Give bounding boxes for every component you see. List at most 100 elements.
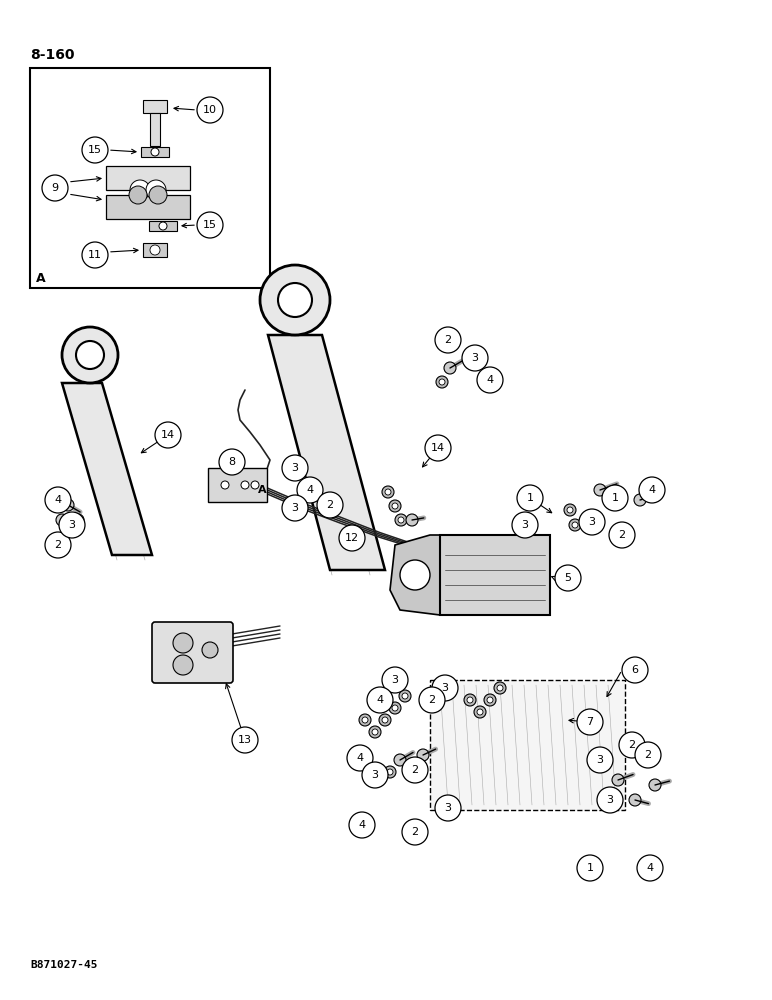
Text: 5: 5 (564, 573, 571, 583)
Circle shape (439, 379, 445, 385)
Circle shape (406, 514, 418, 526)
Circle shape (394, 754, 406, 766)
Text: 6: 6 (631, 665, 638, 675)
Circle shape (555, 565, 581, 591)
Text: 3: 3 (442, 683, 449, 693)
Circle shape (173, 633, 193, 653)
Polygon shape (143, 243, 167, 257)
Text: 2: 2 (411, 827, 418, 837)
Circle shape (400, 560, 430, 590)
Circle shape (435, 795, 461, 821)
Circle shape (487, 697, 493, 703)
Text: 7: 7 (587, 717, 594, 727)
Polygon shape (268, 335, 385, 570)
Circle shape (579, 509, 605, 535)
Circle shape (634, 494, 646, 506)
Text: 3: 3 (445, 803, 452, 813)
Circle shape (367, 687, 393, 713)
Text: 9: 9 (52, 183, 59, 193)
Circle shape (197, 212, 223, 238)
Circle shape (159, 222, 167, 230)
Circle shape (649, 779, 661, 791)
Text: B871027-45: B871027-45 (30, 960, 97, 970)
Circle shape (466, 354, 478, 366)
Text: A: A (36, 272, 46, 285)
Circle shape (564, 504, 576, 516)
Circle shape (372, 729, 378, 735)
Text: 2: 2 (618, 530, 625, 540)
Text: 10: 10 (203, 105, 217, 115)
Text: 13: 13 (238, 735, 252, 745)
Circle shape (577, 855, 603, 881)
Polygon shape (62, 383, 152, 555)
Polygon shape (390, 535, 440, 615)
Circle shape (387, 769, 393, 775)
Circle shape (219, 449, 245, 475)
Circle shape (389, 500, 401, 512)
Circle shape (484, 694, 496, 706)
Circle shape (467, 697, 473, 703)
Circle shape (612, 774, 624, 786)
Circle shape (382, 667, 408, 693)
Circle shape (202, 642, 218, 658)
Circle shape (42, 175, 68, 201)
Text: 2: 2 (428, 695, 435, 705)
Circle shape (362, 717, 368, 723)
Circle shape (395, 514, 407, 526)
Circle shape (149, 186, 167, 204)
Text: 2: 2 (327, 500, 334, 510)
Text: 3: 3 (292, 503, 299, 513)
Circle shape (497, 685, 503, 691)
Circle shape (197, 97, 223, 123)
Circle shape (474, 706, 486, 718)
Circle shape (444, 362, 456, 374)
Circle shape (477, 709, 483, 715)
Circle shape (379, 714, 391, 726)
Circle shape (392, 503, 398, 509)
Circle shape (622, 657, 648, 683)
Polygon shape (149, 221, 177, 231)
Circle shape (155, 422, 181, 448)
Text: 2: 2 (411, 765, 418, 775)
Circle shape (56, 514, 68, 526)
Circle shape (635, 742, 661, 768)
Circle shape (173, 655, 193, 675)
Circle shape (251, 481, 259, 489)
Text: 4: 4 (357, 753, 364, 763)
Circle shape (398, 517, 404, 523)
Text: 2: 2 (55, 540, 62, 550)
Circle shape (425, 435, 451, 461)
Text: 4: 4 (306, 485, 313, 495)
Circle shape (339, 525, 365, 551)
Circle shape (76, 341, 104, 369)
Circle shape (75, 517, 81, 523)
Circle shape (130, 180, 150, 200)
FancyBboxPatch shape (440, 535, 550, 615)
Circle shape (389, 702, 401, 714)
Circle shape (241, 481, 249, 489)
Text: 11: 11 (88, 250, 102, 260)
Circle shape (587, 747, 613, 773)
FancyBboxPatch shape (152, 622, 233, 683)
Circle shape (260, 265, 330, 335)
Text: 3: 3 (588, 517, 595, 527)
Text: 4: 4 (648, 485, 655, 495)
Circle shape (282, 455, 308, 481)
Circle shape (129, 186, 147, 204)
Text: 4: 4 (377, 695, 384, 705)
Circle shape (619, 732, 645, 758)
Circle shape (435, 327, 461, 353)
Circle shape (432, 675, 458, 701)
Circle shape (639, 477, 665, 503)
Polygon shape (150, 113, 160, 146)
Circle shape (62, 327, 118, 383)
Circle shape (282, 495, 308, 521)
Text: 2: 2 (645, 750, 652, 760)
Circle shape (150, 245, 160, 255)
Circle shape (402, 757, 428, 783)
Circle shape (436, 376, 448, 388)
Circle shape (349, 812, 375, 838)
Circle shape (59, 512, 85, 538)
Circle shape (594, 484, 606, 496)
Text: 4: 4 (358, 820, 366, 830)
